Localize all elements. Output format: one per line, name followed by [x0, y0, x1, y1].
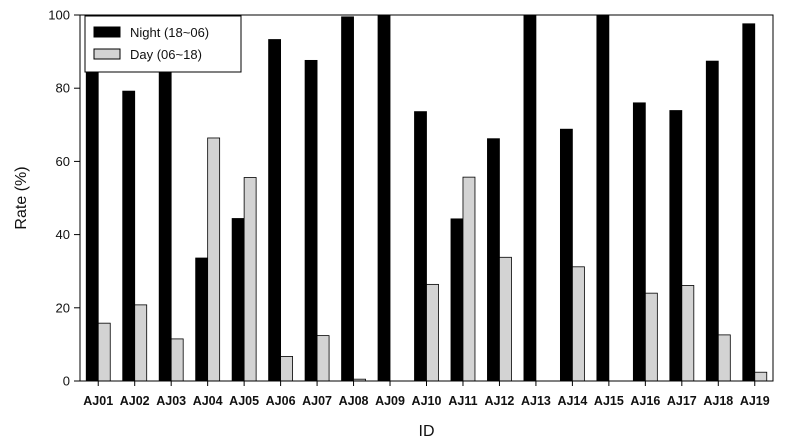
bar-day-aj19	[754, 371, 768, 382]
x-tick-label: AJ07	[302, 394, 332, 408]
bar-day-aj05	[243, 177, 257, 382]
bar-day-aj03	[170, 338, 184, 382]
bar-night-aj10	[414, 111, 427, 382]
y-tick-label: 20	[56, 300, 70, 315]
bar-night-aj04	[195, 257, 209, 382]
bar-day-aj12	[499, 256, 512, 382]
bar-day-aj14	[571, 266, 585, 382]
y-tick-label: 40	[56, 227, 70, 242]
bar-day-aj02	[134, 304, 148, 382]
y-tick-label: 0	[63, 374, 70, 389]
bar-night-aj03	[158, 56, 172, 382]
legend-label-night: Night (18~06)	[130, 25, 209, 40]
bar-day-aj11	[462, 176, 476, 382]
bar-night-aj07	[304, 59, 318, 382]
y-tick-label: 60	[56, 154, 70, 169]
bar-night-aj18	[705, 60, 719, 382]
x-tick-label: AJ06	[266, 394, 296, 408]
x-tick-label: AJ15	[594, 394, 624, 408]
bar-day-aj06	[280, 356, 294, 382]
x-tick-label: AJ01	[83, 394, 113, 408]
y-tick-label: 100	[48, 8, 70, 23]
bar-night-aj05	[231, 218, 245, 382]
x-tick-label: AJ04	[193, 394, 223, 408]
bars-layer	[85, 14, 768, 382]
bar-night-aj06	[268, 39, 282, 382]
bar-night-aj13	[523, 14, 537, 382]
y-axis: 0 20 40 60 80 100	[48, 8, 80, 389]
legend-swatch-night	[93, 26, 121, 38]
bar-night-aj08	[341, 16, 354, 382]
x-tick-label: AJ13	[521, 394, 551, 408]
bar-day-aj07	[316, 335, 330, 382]
bar-night-aj15	[596, 14, 610, 382]
x-axis: AJ01 AJ02 AJ03 AJ04 AJ05 AJ06 AJ07 AJ08 AJ09 AJ10…	[83, 381, 770, 408]
x-tick-label: AJ08	[339, 394, 369, 408]
bar-day-aj10	[426, 283, 439, 382]
bar-night-aj17	[669, 110, 683, 382]
bar-day-aj18	[717, 334, 731, 382]
legend-label-day: Day (06~18)	[130, 47, 202, 62]
legend: Night (18~06) Day (06~18)	[84, 15, 242, 73]
bar-night-aj11	[450, 218, 464, 382]
x-tick-label: AJ12	[485, 394, 515, 408]
legend-swatch-day	[93, 48, 121, 60]
x-tick-label: AJ11	[448, 394, 477, 408]
x-tick-label: AJ19	[740, 394, 770, 408]
bar-day-aj16	[644, 292, 658, 382]
x-tick-label: AJ18	[703, 394, 733, 408]
x-tick-label: AJ16	[630, 394, 660, 408]
bar-night-aj12	[487, 138, 500, 382]
x-tick-label: AJ09	[375, 394, 405, 408]
x-tick-label: AJ05	[229, 394, 259, 408]
bar-night-aj01	[85, 72, 99, 382]
x-axis-title: ID	[419, 423, 435, 440]
x-tick-label: AJ03	[156, 394, 186, 408]
legend-box	[84, 15, 242, 73]
x-tick-label: AJ17	[667, 394, 697, 408]
bar-day-aj01	[97, 322, 111, 382]
bar-night-aj02	[122, 90, 136, 382]
bar-day-aj04	[207, 137, 221, 382]
bar-night-aj14	[559, 128, 573, 382]
x-tick-label: AJ10	[412, 394, 442, 408]
bar-night-aj09	[377, 14, 391, 382]
x-tick-label: AJ14	[557, 394, 587, 408]
bar-night-aj16	[632, 102, 646, 382]
bar-day-aj17	[681, 285, 695, 382]
y-axis-title: Rate (%)	[13, 166, 30, 229]
y-tick-label: 80	[56, 81, 70, 96]
x-tick-label: AJ02	[120, 394, 150, 408]
bar-night-aj19	[742, 23, 756, 382]
